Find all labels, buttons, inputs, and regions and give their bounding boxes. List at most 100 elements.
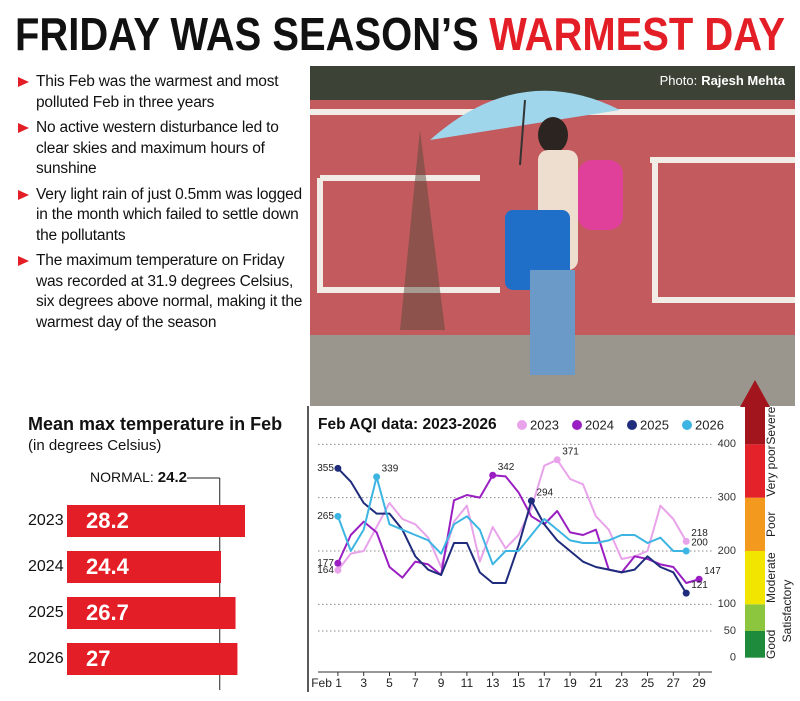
legend-marker: [682, 420, 692, 430]
normal-text: NORMAL:: [90, 469, 154, 485]
legend-label: 2023: [530, 417, 559, 432]
point-label: 265: [317, 511, 334, 522]
legend-label: 2025: [640, 417, 669, 432]
point-label: 339: [382, 464, 399, 475]
category-label: 2023: [28, 512, 64, 529]
aqi-band-label: Good: [764, 630, 778, 659]
aqi-band: [745, 604, 765, 631]
chart-title: Feb AQI data: 2023-2026: [318, 416, 497, 433]
series-line: [336, 475, 687, 566]
category-label: 2025: [28, 604, 64, 621]
value-label: 27: [86, 646, 110, 671]
bar: [67, 551, 222, 583]
point-marker: [334, 512, 342, 520]
normal-label: NORMAL: 24.2: [90, 469, 187, 486]
photo-credit: Photo: Rajesh Mehta: [660, 73, 786, 88]
y-tick-label: 300: [718, 492, 736, 504]
chart-title: Mean max temperature in Feb: [28, 414, 282, 434]
y-tick-label: 0: [730, 652, 736, 664]
photo-umbrella: [430, 90, 620, 140]
x-tick-label: 29: [692, 676, 706, 690]
photo-handle: [519, 99, 526, 166]
x-tick-label: 17: [538, 676, 552, 690]
aqi-band-label: Moderate: [764, 552, 778, 603]
normal-value: 24.2: [158, 469, 187, 486]
legend-marker: [517, 420, 527, 430]
photo-credit-name: Rajesh Mehta: [701, 73, 786, 88]
headline-black: FRIDAY WAS SEASON’S: [15, 8, 479, 60]
series-line: [337, 467, 688, 594]
y-tick-label: 400: [718, 438, 736, 450]
x-tick-label: 23: [615, 676, 629, 690]
point-label: 294: [536, 488, 553, 499]
x-tick-label: 7: [412, 676, 419, 690]
series-line: [337, 458, 688, 571]
value-label: 28.2: [86, 508, 129, 533]
aqi-band: [745, 407, 765, 445]
x-tick-label: 5: [386, 676, 393, 690]
bullet: No active western disturbance led to cle…: [14, 118, 306, 180]
chart-subtitle: (in degrees Celsius): [28, 437, 161, 454]
legend-label: 2026: [695, 417, 724, 432]
point-marker: [334, 559, 342, 567]
point-label: 164: [317, 565, 334, 576]
aqi-band-label: Poor: [764, 512, 778, 537]
headline: FRIDAY WAS SEASON’SWARMEST DAY: [15, 8, 785, 60]
point-label: 371: [562, 446, 579, 457]
bar: [67, 643, 238, 675]
point-marker: [682, 589, 690, 597]
bullet: The maximum temperature on Friday was re…: [14, 251, 306, 333]
point-label: 200: [691, 538, 708, 549]
point-marker: [695, 575, 703, 583]
series-line: [336, 474, 700, 584]
point-marker: [373, 473, 381, 481]
x-tick-label: Feb 1: [311, 676, 342, 690]
photo-head: [538, 117, 568, 153]
aqi-band: [745, 444, 765, 498]
headline-red: WARMEST DAY: [489, 8, 785, 60]
photo-legs: [530, 270, 575, 375]
aqi-band: [745, 551, 765, 605]
aqi-band-label: Severe: [764, 406, 778, 444]
bullet: Very light rain of just 0.5mm was logged…: [14, 185, 306, 247]
bar: [67, 597, 236, 629]
point-marker: [682, 547, 690, 555]
x-tick-label: 27: [667, 676, 681, 690]
legend-label: 2024: [585, 417, 614, 432]
category-label: 2024: [28, 558, 64, 575]
point-marker: [527, 497, 535, 505]
legend-marker: [627, 420, 637, 430]
line-chart: Feb AQI data: 2023-2026 2023 2024 2025 2026 G…: [311, 380, 794, 690]
x-tick-label: 19: [563, 676, 577, 690]
photo-bag: [578, 160, 623, 230]
aqi-band-label: Very poor: [764, 445, 778, 496]
x-tick-label: 3: [360, 676, 367, 690]
bullet-list: This Feb was the warmest and most pollut…: [14, 72, 306, 338]
aqi-arrow: [740, 380, 770, 407]
value-label: 24.4: [86, 554, 130, 579]
aqi-band-label: Satisfactory: [780, 580, 794, 643]
point-marker: [489, 471, 497, 479]
x-tick-label: 21: [589, 676, 603, 690]
point-label: 121: [691, 580, 708, 591]
point-label: 147: [704, 566, 721, 577]
point-label: 342: [498, 462, 515, 473]
photo: Photo: Rajesh Mehta: [310, 66, 795, 406]
x-tick-label: 25: [641, 676, 655, 690]
y-tick-label: 100: [718, 598, 736, 610]
y-tick-label: 200: [718, 545, 736, 557]
aqi-band: [745, 497, 765, 551]
point-marker: [682, 537, 690, 545]
category-label: 2026: [28, 650, 64, 667]
x-tick-label: 15: [512, 676, 526, 690]
value-label: 26.7: [86, 600, 129, 625]
bullet: This Feb was the warmest and most pollut…: [14, 72, 306, 113]
photo-stain: [400, 130, 445, 330]
bar: [67, 505, 245, 537]
x-tick-label: 9: [438, 676, 445, 690]
point-marker: [334, 464, 342, 472]
y-tick-label: 50: [724, 625, 736, 637]
point-label: 355: [317, 463, 334, 474]
